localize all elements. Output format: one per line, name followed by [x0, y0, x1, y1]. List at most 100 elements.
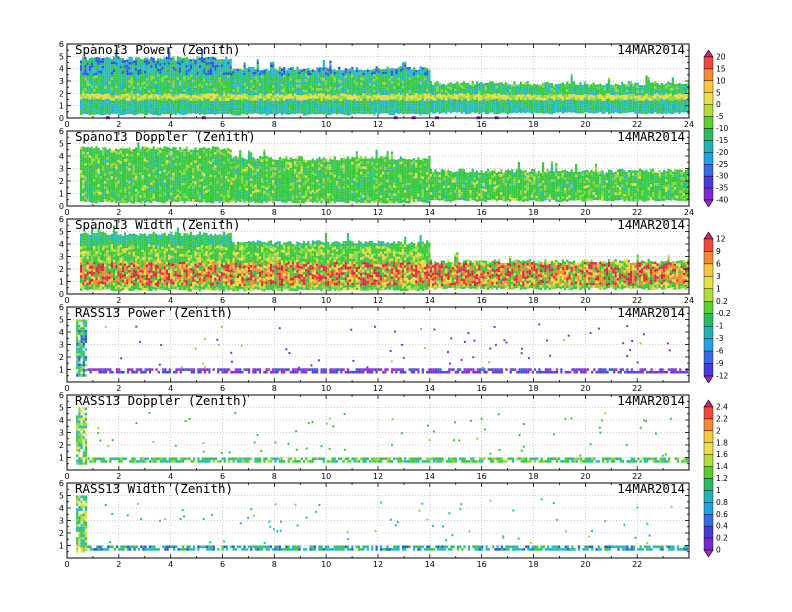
x-tick-label: 4 — [168, 296, 173, 305]
panel-title: Spano13 Width (Zenith) — [75, 217, 241, 232]
colorbar-label: -25 — [716, 160, 728, 169]
x-tick-label: 22 — [632, 384, 642, 393]
ticks — [66, 218, 690, 295]
grid — [67, 131, 689, 206]
colorbar-label: 0.8 — [716, 498, 728, 507]
x-tick-label: 14 — [425, 120, 435, 129]
x-tick-label: 6 — [220, 472, 225, 481]
y-tick-label: 2 — [59, 441, 64, 450]
colorbar-swatch — [703, 442, 714, 455]
x-tick-label: 14 — [425, 472, 435, 481]
colorbar-label: -1 — [716, 322, 724, 331]
x-tick-label: 12 — [373, 296, 383, 305]
colorbar-top-arrow — [703, 231, 714, 240]
x-tick-label: 4 — [168, 208, 173, 217]
y-tick-label: 1 — [59, 190, 64, 199]
x-tick-label: 10 — [321, 296, 331, 305]
grid — [67, 483, 689, 558]
colorbar-swatch — [703, 68, 714, 82]
colorbar-label: 2.4 — [716, 403, 728, 412]
y-tick-label: 6 — [59, 127, 64, 136]
colorbar-label: 6 — [716, 259, 721, 268]
colorbar-label: 2.2 — [716, 414, 728, 423]
panel-title: RASS13 Doppler (Zenith) — [75, 393, 248, 408]
x-tick-label: 16 — [477, 472, 487, 481]
colorbar-label: 2 — [716, 426, 721, 435]
y-tick-label: 5 — [59, 228, 64, 237]
y-tick-label: 4 — [59, 504, 64, 513]
panel-date: 14MAR2014 — [617, 42, 685, 57]
y-tick-label: 3 — [59, 517, 64, 526]
colorbar-swatch — [703, 92, 714, 105]
y-tick-label: 6 — [59, 40, 64, 49]
colorbar-label: 1.8 — [716, 438, 728, 447]
colorbar-label: -20 — [716, 148, 728, 157]
colorbar-swatch — [703, 104, 714, 117]
colorbar-swatch — [703, 490, 714, 503]
x-tick-label: 22 — [632, 120, 642, 129]
y-tick-label: 0 — [59, 114, 64, 123]
x-tick-label: 22 — [632, 472, 642, 481]
colorbar-swatch — [703, 238, 714, 252]
y-tick-label: 2 — [59, 529, 64, 538]
grid — [67, 44, 689, 118]
x-tick-label: 12 — [373, 472, 383, 481]
x-tick-label: 10 — [321, 120, 331, 129]
colorbar-swatch — [703, 175, 714, 189]
colorbar-label: -10 — [716, 124, 728, 133]
x-tick-label: 18 — [528, 384, 538, 393]
x-tick-label: 0 — [64, 384, 69, 393]
x-tick-label: 12 — [373, 208, 383, 217]
colorbar-swatch — [703, 187, 714, 201]
colorbar-swatch — [703, 466, 714, 479]
colorbar-label: 0 — [716, 100, 721, 109]
x-tick-label: 0 — [64, 208, 69, 217]
panel-title: RASS13 Width (Zenith) — [75, 481, 233, 496]
x-tick-label: 22 — [632, 208, 642, 217]
x-tick-label: 18 — [528, 296, 538, 305]
y-tick-label: 3 — [59, 77, 64, 86]
heatmap-cells — [80, 49, 690, 120]
x-tick-label: 16 — [477, 208, 487, 217]
colorbar-swatch — [703, 418, 714, 432]
y-tick-label: 2 — [59, 177, 64, 186]
colorbar-label: 3 — [716, 272, 721, 281]
heatmap-cells — [80, 225, 690, 292]
y-tick-label: 3 — [59, 165, 64, 174]
x-tick-label: 6 — [220, 560, 225, 569]
y-tick-label: 2 — [59, 89, 64, 98]
colorbar-label: 0.2 — [716, 534, 728, 543]
panel-date: 14MAR2014 — [617, 305, 685, 320]
x-tick-label: 18 — [528, 472, 538, 481]
x-tick-label: 6 — [220, 208, 225, 217]
y-tick-label: 3 — [59, 253, 64, 262]
colorbar-swatch — [703, 325, 714, 339]
colorbar-swatch — [703, 56, 714, 70]
x-tick-label: 6 — [220, 296, 225, 305]
x-tick-label: 4 — [168, 120, 173, 129]
colorbar-label: -30 — [716, 172, 728, 181]
grid — [67, 395, 689, 470]
y-tick-label: 6 — [59, 215, 64, 224]
x-tick-label: 10 — [321, 208, 331, 217]
panel-date: 14MAR2014 — [617, 481, 685, 496]
colorbar-label: 12 — [716, 235, 726, 244]
y-tick-label: 0 — [59, 202, 64, 211]
x-tick-label: 24 — [684, 120, 694, 129]
x-tick-label: 8 — [272, 120, 277, 129]
colorbar-label: 10 — [716, 76, 726, 85]
colorbar-label: -12 — [716, 372, 728, 381]
x-tick-label: 8 — [272, 472, 277, 481]
heatmap-cells — [76, 407, 688, 465]
x-tick-label: 2 — [116, 296, 121, 305]
x-tick-label: 4 — [168, 384, 173, 393]
x-tick-label: 8 — [272, 208, 277, 217]
panel-title: Spano13 Power (Zenith) — [75, 42, 241, 57]
x-tick-label: 2 — [116, 120, 121, 129]
colorbar-swatch — [703, 350, 714, 364]
y-tick-label: 5 — [59, 316, 64, 325]
colorbar-swatch — [703, 537, 714, 551]
